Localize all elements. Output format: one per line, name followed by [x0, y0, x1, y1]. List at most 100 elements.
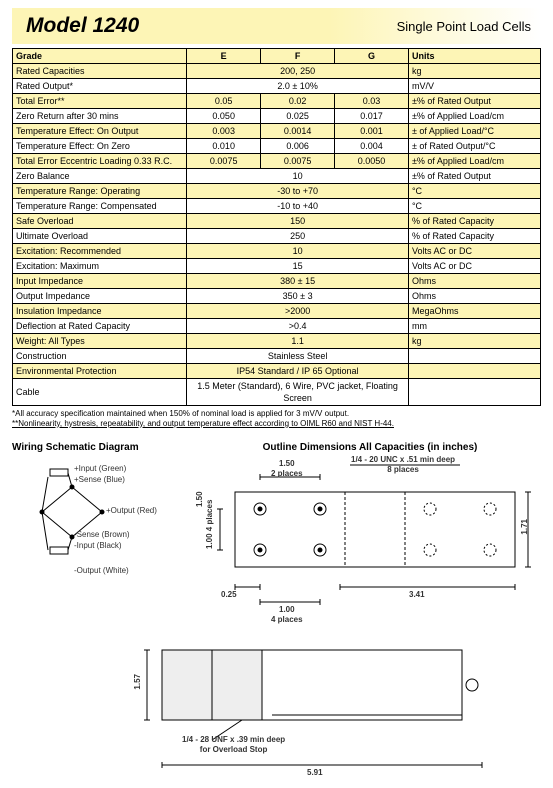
table-row: Safe Overload150% of Rated Capacity [13, 214, 541, 229]
dim: 3.41 [409, 590, 425, 600]
row-label: Zero Balance [13, 169, 187, 184]
row-units: mm [408, 319, 540, 334]
row-units: Ohms [408, 274, 540, 289]
row-label: Excitation: Maximum [13, 259, 187, 274]
row-value: 15 [187, 259, 409, 274]
row-units: ±% of Rated Output [408, 94, 540, 109]
row-label: Total Error** [13, 94, 187, 109]
wiring-label: -Sense (Brown) [74, 529, 130, 540]
table-row: Temperature Range: Compensated-10 to +40… [13, 199, 541, 214]
table-row: Temperature Effect: On Zero0.0100.0060.0… [13, 139, 541, 154]
dim: 0.25 [221, 590, 237, 600]
row-label: Rated Output* [13, 79, 187, 94]
row-value: -30 to +70 [187, 184, 409, 199]
col-units: Units [408, 49, 540, 64]
row-units: kg [408, 334, 540, 349]
row-value: 10 [187, 169, 409, 184]
table-row: Temperature Effect: On Output0.0030.0014… [13, 124, 541, 139]
row-units: Ohms [408, 289, 540, 304]
col-e: E [187, 49, 261, 64]
row-label: Ultimate Overload [13, 229, 187, 244]
row-value: 0.025 [261, 109, 335, 124]
col-f: F [261, 49, 335, 64]
wiring-bottom-labels: -Sense (Brown) -Input (Black) [74, 529, 130, 551]
row-label: Temperature Effect: On Output [13, 124, 187, 139]
row-units: Volts AC or DC [408, 244, 540, 259]
dim: 1.00 4 places [205, 500, 215, 549]
table-row: Zero Balance10±% of Rated Output [13, 169, 541, 184]
dim: 1.004 places [271, 605, 303, 624]
table-row: Rated Output*2.0 ± 10%mV/V [13, 79, 541, 94]
row-units: Volts AC or DC [408, 259, 540, 274]
outline-side-svg [112, 630, 512, 780]
row-value: 0.05 [187, 94, 261, 109]
row-label: Weight: All Types [13, 334, 187, 349]
table-row: Temperature Range: Operating-30 to +70°C [13, 184, 541, 199]
table-row: Input Impedance380 ± 15Ohms [13, 274, 541, 289]
row-units: kg [408, 64, 540, 79]
dim: 1/4 - 28 UNF x .39 min deepfor Overload … [182, 735, 285, 754]
dim: 1.57 [133, 674, 143, 690]
outline-side-diagram: 1.57 1/4 - 28 UNF x .39 min deepfor Over… [112, 630, 512, 780]
wiring-top-labels: +Input (Green) +Sense (Blue) [74, 463, 126, 485]
col-grade: Grade [13, 49, 187, 64]
table-row: Output Impedance350 ± 3Ohms [13, 289, 541, 304]
row-label: Temperature Range: Operating [13, 184, 187, 199]
row-value: 380 ± 15 [187, 274, 409, 289]
wiring-title: Wiring Schematic Diagram [12, 442, 187, 453]
row-value: 0.017 [335, 109, 409, 124]
row-label: Cable [13, 379, 187, 406]
row-value: 0.010 [187, 139, 261, 154]
row-value: 0.0014 [261, 124, 335, 139]
row-label: Excitation: Recommended [13, 244, 187, 259]
row-value: IP54 Standard / IP 65 Optional [187, 364, 409, 379]
table-row: Weight: All Types1.1kg [13, 334, 541, 349]
row-value: >0.4 [187, 319, 409, 334]
row-units: % of Rated Capacity [408, 229, 540, 244]
wiring-diagram: +Input (Green) +Sense (Blue) +Output (Re… [12, 457, 187, 587]
row-value: 200, 250 [187, 64, 409, 79]
row-label: Total Error Eccentric Loading 0.33 R.C. [13, 154, 187, 169]
table-row: Excitation: Maximum15Volts AC or DC [13, 259, 541, 274]
footnote: **Nonlinearity, hystresis, repeatability… [12, 419, 541, 429]
title-bar: Model 1240 Single Point Load Cells [12, 8, 541, 44]
row-value: 0.050 [187, 109, 261, 124]
table-row: Rated Capacities200, 250kg [13, 64, 541, 79]
table-row: Zero Return after 30 mins0.0500.0250.017… [13, 109, 541, 124]
row-value: 150 [187, 214, 409, 229]
wiring-output-red: +Output (Red) [106, 505, 157, 516]
row-units: ±% of Applied Load/cm [408, 154, 540, 169]
row-value: 0.0075 [187, 154, 261, 169]
row-value: 10 [187, 244, 409, 259]
wiring-output-white: -Output (White) [74, 565, 129, 576]
footnotes: *All accuracy specification maintained w… [12, 409, 541, 428]
row-units: mV/V [408, 79, 540, 94]
row-label: Temperature Effect: On Zero [13, 139, 187, 154]
row-units: °C [408, 199, 540, 214]
dim: 1.71 [520, 519, 530, 535]
row-label: Construction [13, 349, 187, 364]
row-units: % of Rated Capacity [408, 214, 540, 229]
dim: 1.502 places [271, 459, 303, 478]
dim: 1.50 [195, 492, 205, 508]
row-value: >2000 [187, 304, 409, 319]
dim: 5.91 [307, 768, 323, 778]
row-value: 1.1 [187, 334, 409, 349]
row-value: 0.001 [335, 124, 409, 139]
table-row: Environmental ProtectionIP54 Standard / … [13, 364, 541, 379]
row-units: ± of Rated Output/°C [408, 139, 540, 154]
row-label: Zero Return after 30 mins [13, 109, 187, 124]
table-row: Insulation Impedance>2000MegaOhms [13, 304, 541, 319]
row-value: 1.5 Meter (Standard), 6 Wire, PVC jacket… [187, 379, 409, 406]
row-value: 0.0050 [335, 154, 409, 169]
table-row: Total Error Eccentric Loading 0.33 R.C.0… [13, 154, 541, 169]
row-value: 350 ± 3 [187, 289, 409, 304]
table-row: Ultimate Overload250% of Rated Capacity [13, 229, 541, 244]
row-units [408, 349, 540, 364]
wiring-label: -Input (Black) [74, 540, 130, 551]
page-subtitle: Single Point Load Cells [397, 19, 531, 34]
row-units: ± of Applied Load/°C [408, 124, 540, 139]
row-value: 0.0075 [261, 154, 335, 169]
table-row: ConstructionStainless Steel [13, 349, 541, 364]
table-row: Deflection at Rated Capacity>0.4mm [13, 319, 541, 334]
